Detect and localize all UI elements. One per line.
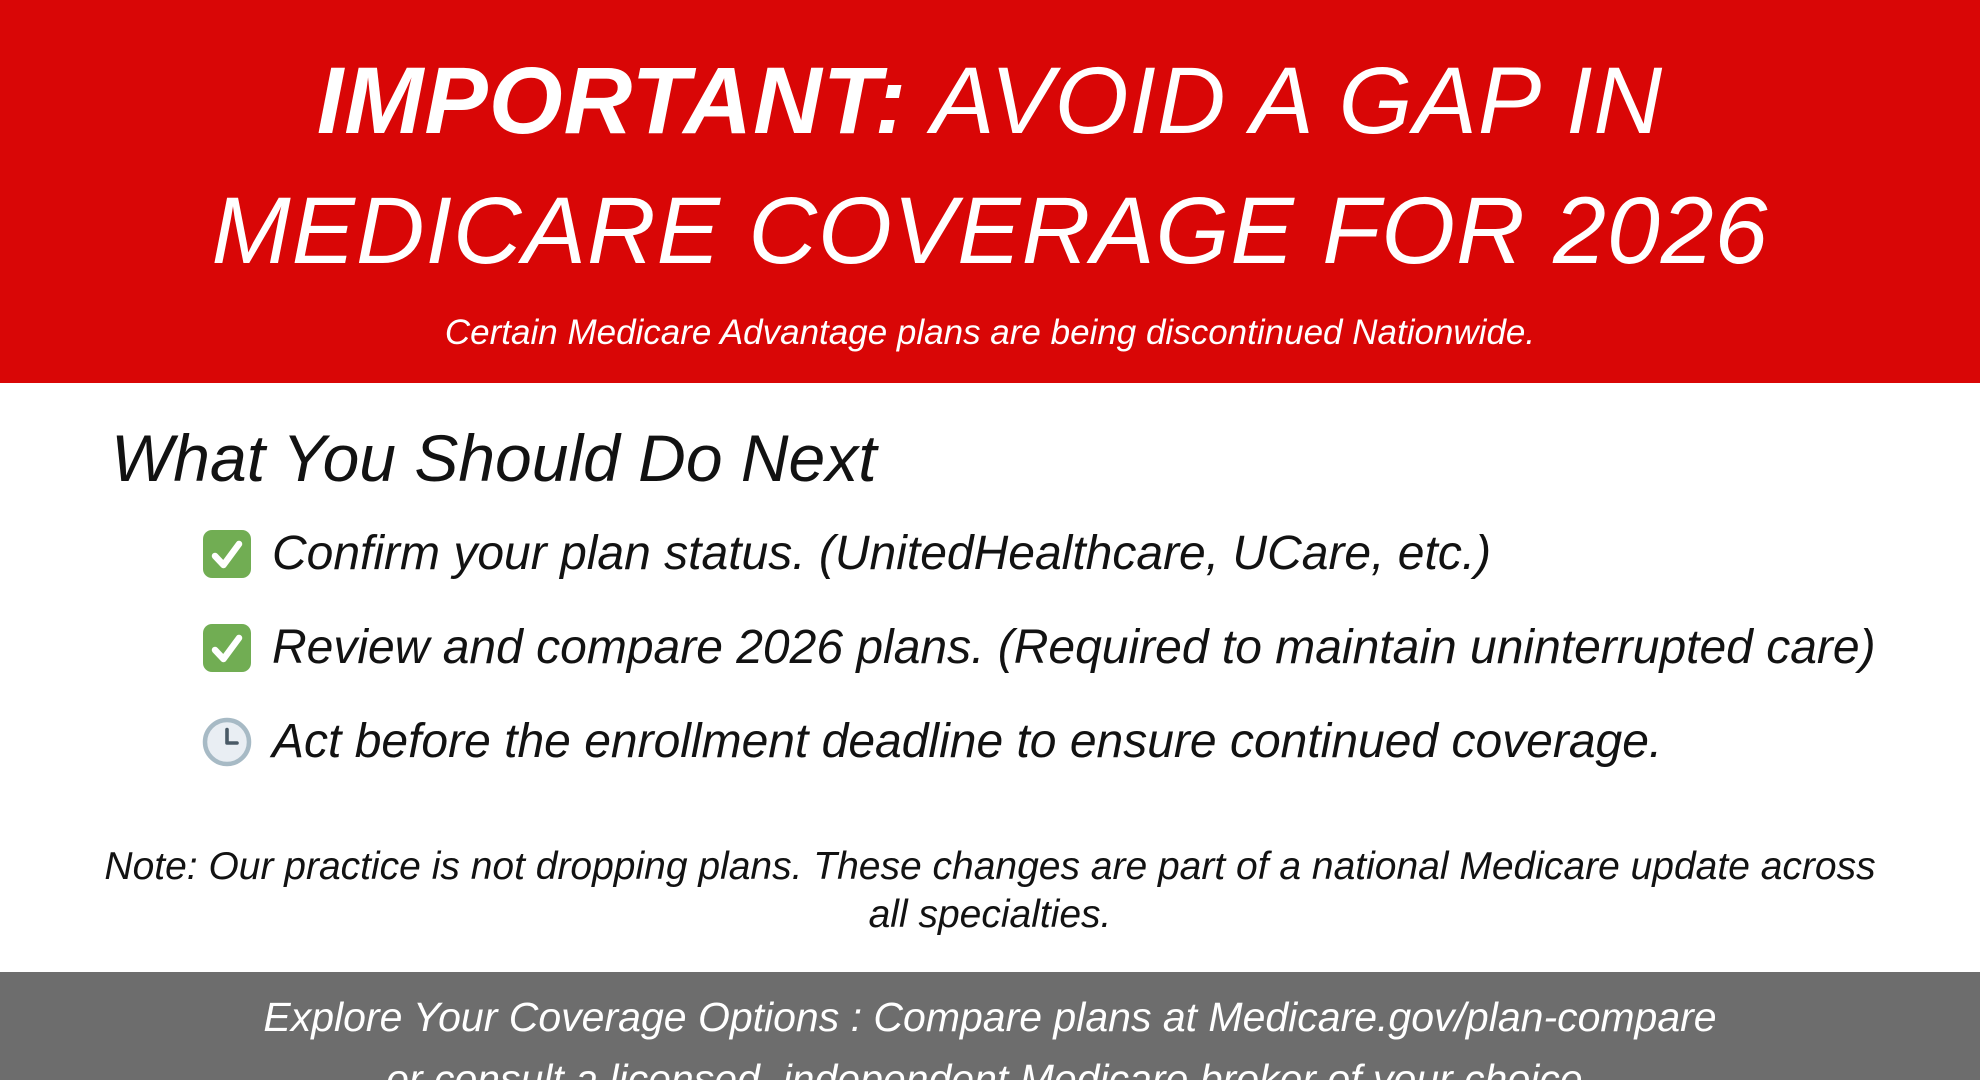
- checklist-item-text: Confirm your plan status. (UnitedHealthc…: [272, 527, 1492, 580]
- checklist-item: Confirm your plan status. (UnitedHealthc…: [202, 529, 1980, 579]
- main-content: What You Should Do Next Confirm your pla…: [0, 425, 1980, 972]
- checklist-item: Act before the enrollment deadline to en…: [202, 717, 1980, 767]
- banner-title-rest: AVOID A GAP IN: [907, 48, 1664, 154]
- check-icon: [202, 529, 252, 579]
- section-heading: What You Should Do Next: [111, 421, 877, 495]
- checklist-item: Review and compare 2026 plans. (Required…: [202, 623, 1980, 673]
- checklist: Confirm your plan status. (UnitedHealthc…: [202, 529, 1980, 767]
- clock-icon: [202, 717, 252, 767]
- footer-line1: Explore Your Coverage Options : Compare …: [263, 994, 1717, 1040]
- banner-title: IMPORTANT: AVOID A GAP IN MEDICARE COVER…: [0, 36, 1980, 296]
- banner-title-important: IMPORTANT:: [316, 48, 908, 154]
- alert-banner: IMPORTANT: AVOID A GAP IN MEDICARE COVER…: [0, 0, 1980, 383]
- banner-subtitle: Certain Medicare Advantage plans are bei…: [444, 313, 1536, 352]
- footer-banner: Explore Your Coverage Options : Compare …: [0, 972, 1980, 1080]
- banner-title-line2: MEDICARE COVERAGE FOR 2026: [211, 178, 1769, 284]
- footer-line2: or consult a licensed, independent Medic…: [386, 1056, 1594, 1080]
- checklist-item-text: Act before the enrollment deadline to en…: [272, 715, 1663, 768]
- checklist-item-text: Review and compare 2026 plans. (Required…: [272, 621, 1876, 674]
- practice-note: Note: Our practice is not dropping plans…: [104, 845, 1876, 936]
- check-icon: [202, 623, 252, 673]
- banner-title-line1: IMPORTANT: AVOID A GAP IN: [0, 36, 1980, 166]
